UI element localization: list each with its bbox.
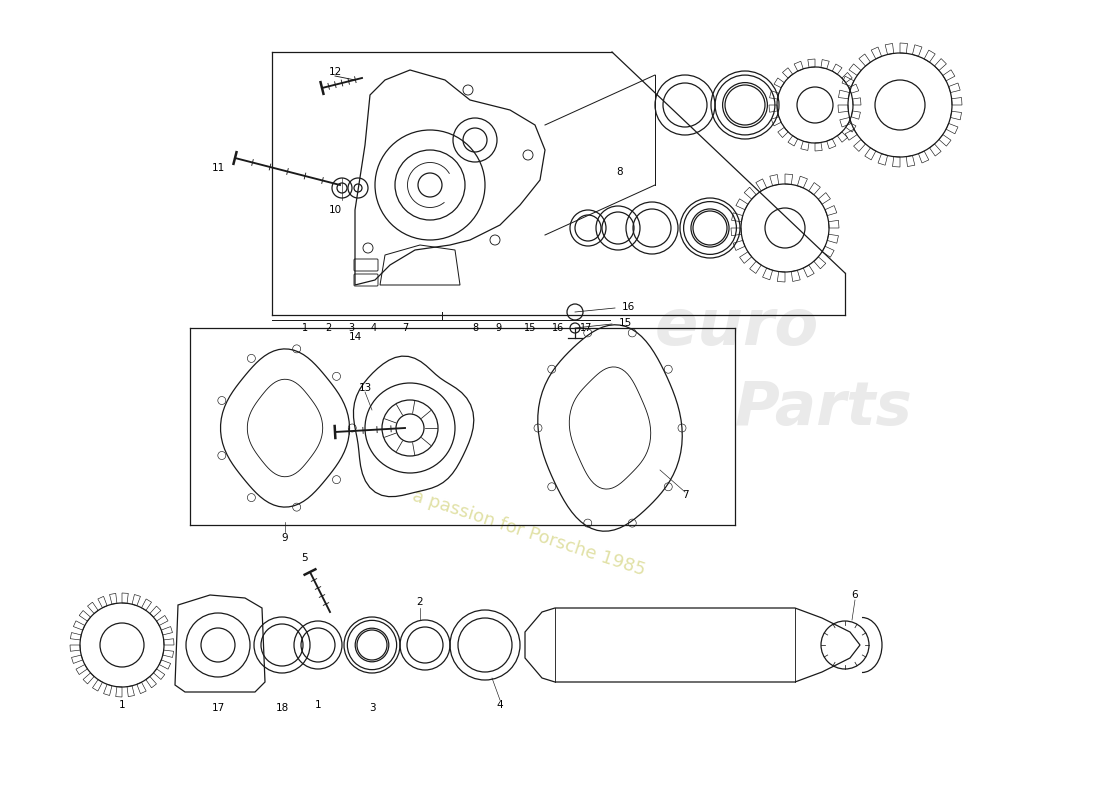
Text: 2: 2	[417, 597, 424, 607]
Text: 2: 2	[324, 323, 331, 333]
Text: 9: 9	[495, 323, 502, 333]
Text: 4: 4	[371, 323, 377, 333]
Text: Parts: Parts	[735, 379, 913, 438]
Text: 12: 12	[329, 67, 342, 77]
Text: 17: 17	[211, 703, 224, 713]
Text: 8: 8	[472, 323, 478, 333]
Text: 4: 4	[497, 700, 504, 710]
Text: 1: 1	[301, 323, 308, 333]
Text: 15: 15	[618, 318, 631, 328]
Text: 16: 16	[621, 302, 635, 312]
Text: 8: 8	[617, 167, 624, 177]
Text: 15: 15	[524, 323, 536, 333]
Text: 7: 7	[682, 490, 689, 500]
Text: 1: 1	[315, 700, 321, 710]
Text: 14: 14	[349, 332, 362, 342]
Text: a passion for Porsche 1985: a passion for Porsche 1985	[410, 486, 648, 579]
Text: 13: 13	[359, 383, 372, 393]
Text: 3: 3	[348, 323, 354, 333]
Text: 10: 10	[329, 205, 342, 215]
Text: 5: 5	[301, 553, 308, 563]
Text: 9: 9	[282, 533, 288, 543]
Text: 18: 18	[275, 703, 288, 713]
Text: 7: 7	[402, 323, 408, 333]
Text: euro: euro	[654, 296, 820, 358]
Text: 6: 6	[851, 590, 858, 600]
Circle shape	[566, 304, 583, 320]
Text: 3: 3	[368, 703, 375, 713]
Text: 11: 11	[211, 163, 224, 173]
Text: 16: 16	[552, 323, 564, 333]
Text: 17: 17	[580, 323, 592, 333]
Text: 1: 1	[119, 700, 125, 710]
